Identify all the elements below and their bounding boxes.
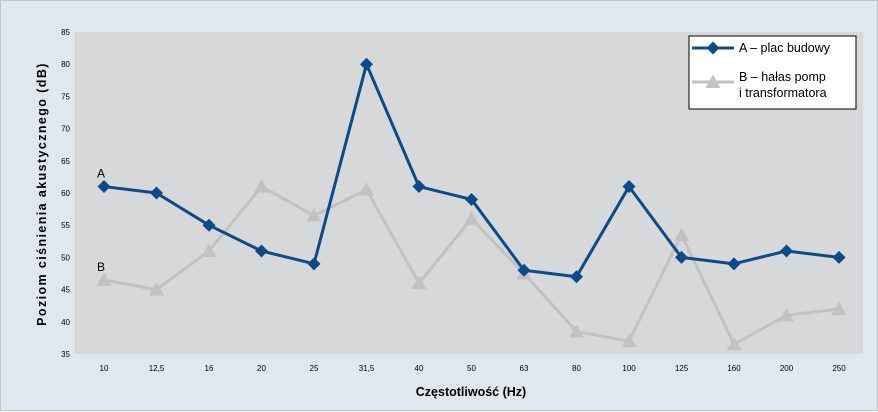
series-a-point xyxy=(360,57,373,71)
x-tick-label: 80 xyxy=(572,364,581,373)
series-a-point xyxy=(675,250,688,264)
series-b-tag: B xyxy=(97,260,105,274)
x-tick-label: 63 xyxy=(520,364,529,373)
series-a-point xyxy=(727,257,741,271)
series-b-point xyxy=(149,282,164,296)
y-tick-label: 45 xyxy=(61,286,70,295)
y-tick-label: 65 xyxy=(61,157,70,166)
series-b-point xyxy=(201,243,217,257)
legend-label-b-line1: B – hałas pomp xyxy=(739,70,826,84)
x-axis-title: Częstotliwość (Hz) xyxy=(416,385,526,399)
legend-label-b-line2: i transformatora xyxy=(739,86,827,100)
y-tick-label: 80 xyxy=(61,60,70,69)
x-tick-label: 250 xyxy=(832,364,846,373)
x-tick-label: 10 xyxy=(100,364,109,373)
y-tick-label: 50 xyxy=(61,253,70,262)
x-tick-label: 100 xyxy=(622,364,636,373)
legend: A – plac budowy B – hałas pomp i transfo… xyxy=(688,35,857,110)
y-tick-label: 40 xyxy=(61,318,70,327)
y-tick-label: 75 xyxy=(61,92,70,101)
x-tick-label: 200 xyxy=(780,364,794,373)
series-a-tag: A xyxy=(97,167,105,181)
series-b-point xyxy=(96,272,112,286)
series-a-point xyxy=(570,270,583,284)
x-tick-label: 12,5 xyxy=(149,364,165,373)
legend-label-a: A – plac budowy xyxy=(739,41,831,55)
series-a-point xyxy=(412,180,426,194)
y-tick-label: 55 xyxy=(61,221,70,230)
y-tick-label: 85 xyxy=(61,28,70,37)
legend-marker-b xyxy=(705,74,721,88)
series-b-point xyxy=(779,307,794,322)
series-b-point xyxy=(674,227,689,241)
x-tick-label: 160 xyxy=(727,364,741,373)
series-a-point xyxy=(150,186,163,200)
series-b-point xyxy=(359,182,374,196)
series-a-point xyxy=(780,244,793,258)
series-b xyxy=(96,179,847,351)
series-b-point xyxy=(254,179,269,193)
x-tick-label: 40 xyxy=(415,364,424,373)
series-b-point xyxy=(569,323,584,338)
series-a-point xyxy=(517,263,531,277)
y-axis-title: Poziom ciśnienia akustycznego (dB) xyxy=(35,62,49,326)
legend-marker-a xyxy=(706,41,720,55)
series-b-point xyxy=(306,208,322,222)
series-a xyxy=(97,57,846,284)
series-a-point xyxy=(202,218,216,232)
x-tick-label: 25 xyxy=(310,364,319,373)
series-a-point xyxy=(255,244,268,258)
x-tick-label: 125 xyxy=(675,364,689,373)
x-tick-label: 20 xyxy=(257,364,266,373)
x-tick-label: 16 xyxy=(205,364,214,373)
series-a-point xyxy=(465,192,478,206)
y-tick-label: 60 xyxy=(61,189,70,198)
series-a-point xyxy=(97,180,111,194)
series-a-point xyxy=(622,180,636,194)
y-tick-label: 70 xyxy=(61,125,70,134)
series-a-point xyxy=(307,257,321,271)
series-b-point xyxy=(411,275,427,290)
series-b-point xyxy=(726,336,742,351)
x-tick-label: 31,5 xyxy=(359,364,375,373)
x-tick-label: 50 xyxy=(467,364,476,373)
y-tick-label: 35 xyxy=(61,350,70,359)
series-b-point xyxy=(831,301,847,315)
series-b-point xyxy=(464,211,479,225)
series-a-point xyxy=(832,250,846,264)
series-b-point xyxy=(621,333,637,348)
